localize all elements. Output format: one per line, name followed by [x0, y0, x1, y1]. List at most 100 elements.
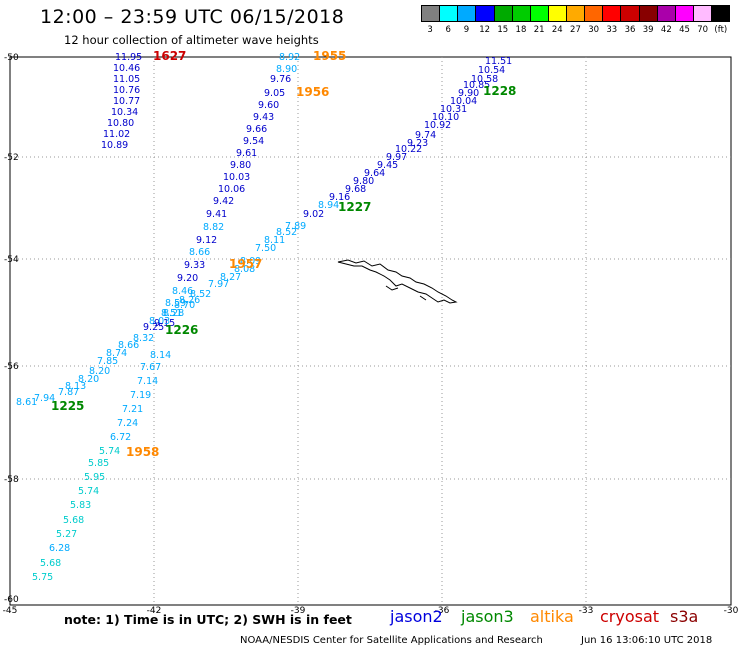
legend-label: 33 — [606, 25, 618, 35]
lat-label: -58 — [4, 475, 19, 485]
satellite-name: s3a — [670, 607, 699, 626]
wave-height-value: 9.74 — [415, 130, 436, 141]
wave-height-value: 7.50 — [255, 243, 276, 254]
pass-time-label: 1627 — [153, 49, 186, 63]
wave-height-value: 8.52 — [190, 289, 211, 300]
lon-label: -42 — [147, 606, 162, 616]
lon-label: -36 — [435, 606, 450, 616]
wave-height-value: 6.28 — [49, 543, 70, 554]
wave-height-value: 8.61 — [16, 397, 37, 408]
wave-height-value: 8.90 — [276, 64, 297, 75]
legend-label: 70 — [697, 25, 709, 35]
legend-swatch — [566, 6, 585, 21]
wave-height-value: 7.97 — [208, 279, 229, 290]
wave-height-value: 7.21 — [122, 404, 143, 415]
wave-height-value: 7.67 — [140, 362, 161, 373]
latitude-labels: -50 -52 -54 -56 -58 -60 — [4, 53, 19, 605]
wave-height-values: 11.9510.4611.0510.7610.7710.3410.8011.02… — [16, 52, 512, 583]
wave-height-value: 9.33 — [184, 260, 205, 271]
pass-time-label: 1956 — [296, 85, 329, 99]
wave-height-value: 9.16 — [329, 192, 350, 203]
legend-swatch — [711, 6, 731, 21]
wave-height-value: 8.27 — [220, 272, 241, 283]
graticule — [10, 57, 731, 605]
legend-label: 12 — [479, 25, 491, 35]
wave-height-value: 9.66 — [246, 124, 267, 135]
wave-height-value: 8.59 — [165, 298, 186, 309]
wave-height-value: 9.90 — [458, 88, 479, 99]
wave-height-value: 8.46 — [172, 286, 193, 297]
legend-label: 9 — [463, 25, 470, 35]
legend-label: (ft) — [714, 25, 728, 35]
wave-height-value: 5.83 — [70, 500, 91, 511]
wave-height-value: 5.74 — [78, 486, 99, 497]
wave-height-value: 10.22 — [395, 144, 422, 155]
wave-height-value: 9.54 — [243, 136, 264, 147]
pass-time-label: 1226 — [165, 323, 198, 337]
map-subtitle: 12 hour collection of altimeter wave hei… — [64, 33, 319, 47]
lat-label: -56 — [4, 362, 19, 372]
legend-swatch — [547, 6, 566, 21]
wave-height-value: 8.03 — [149, 316, 170, 327]
wave-height-value: 10.76 — [113, 85, 140, 96]
pass-time-labels: 1627 1955 1956 1228 1227 1957 1226 1225 1958 — [51, 49, 516, 459]
pass-time-label: 1228 — [483, 84, 516, 98]
legend-swatch — [529, 6, 548, 21]
wave-height-value: 9.41 — [206, 209, 227, 220]
wave-height-value: 9.02 — [303, 209, 324, 220]
legend-swatch — [584, 6, 603, 21]
pass-time-label: 1225 — [51, 399, 84, 413]
legend-swatch — [493, 6, 512, 21]
legend-swatch — [511, 6, 530, 21]
wave-height-value: 10.77 — [113, 96, 140, 107]
wave-height-value: 7.19 — [130, 390, 151, 401]
wave-height-value: 9.20 — [177, 273, 198, 284]
wave-height-value: 5.74 — [99, 446, 120, 457]
wave-height-value: 9.43 — [253, 112, 274, 123]
wave-height-value: 9.05 — [264, 88, 285, 99]
legend-label: 6 — [445, 25, 451, 35]
map-title: 12:00 – 23:59 UTC 06/15/2018 — [40, 6, 345, 28]
wave-height-value: 8.92 — [279, 52, 300, 63]
wave-height-value: 8.82 — [203, 222, 224, 233]
lon-label: -39 — [291, 606, 306, 616]
legend-label: 30 — [588, 25, 600, 35]
lon-label: -45 — [3, 606, 18, 616]
footnote: note: 1) Time is in UTC; 2) SWH is in fe… — [64, 612, 352, 627]
wave-height-value: 10.92 — [424, 120, 451, 131]
wave-height-value: 7.85 — [97, 356, 118, 367]
wave-height-value: 10.31 — [440, 104, 467, 115]
wave-height-value: 7.24 — [117, 418, 138, 429]
lat-label: -54 — [4, 255, 19, 265]
legend-label: 45 — [679, 25, 690, 35]
satellite-name: altika — [530, 607, 574, 626]
lon-label: -30 — [724, 606, 739, 616]
wave-height-value: 8.66 — [118, 340, 139, 351]
legend-swatch — [656, 6, 675, 21]
pass-time-label: 1957 — [229, 257, 262, 271]
wave-height-value: 9.12 — [196, 235, 217, 246]
wave-height-value: 8.26 — [179, 295, 200, 306]
wave-height-value: 10.85 — [463, 80, 490, 91]
wave-height-value: 5.68 — [63, 515, 84, 526]
wave-height-value: 9.97 — [386, 152, 407, 163]
wave-height-value: 10.58 — [471, 74, 498, 85]
wave-height-value: 5.27 — [56, 529, 77, 540]
wave-height-value: 10.04 — [450, 96, 477, 107]
wave-height-value: 9.68 — [345, 184, 366, 195]
wave-height-value: 10.06 — [218, 184, 245, 195]
legend-swatch — [439, 6, 458, 21]
wave-height-value: 7.14 — [137, 376, 158, 387]
wave-height-value: 6.72 — [110, 432, 131, 443]
legend-swatch — [638, 6, 657, 21]
lat-label: -52 — [4, 153, 19, 163]
wave-height-value: 5.68 — [40, 558, 61, 569]
legend-labels: 3 6 9 12 15 18 21 24 27 30 33 36 39 42 45 70 (ft) — [421, 25, 730, 35]
wave-height-value: 8.32 — [133, 333, 154, 344]
lat-label: -60 — [4, 595, 19, 605]
legend-label: 18 — [515, 25, 527, 35]
wave-height-value: 11.05 — [113, 74, 140, 85]
wave-height-value: 10.80 — [107, 118, 134, 129]
legend-swatch — [620, 6, 639, 21]
